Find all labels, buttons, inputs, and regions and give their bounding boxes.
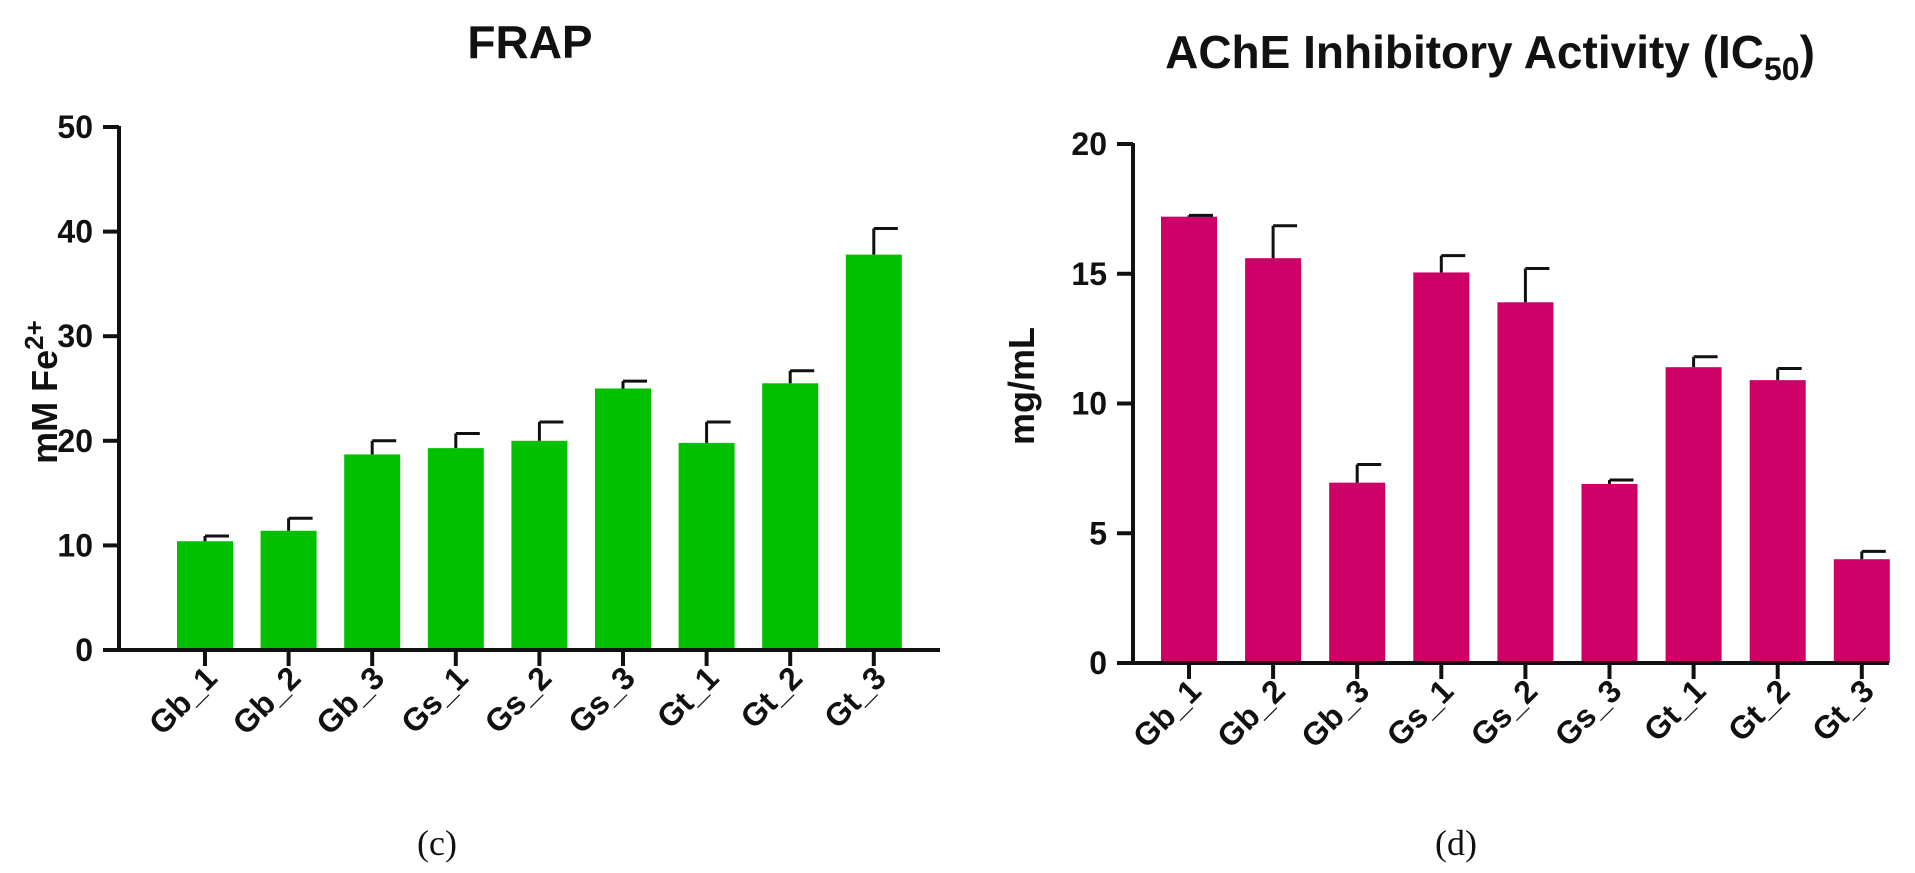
ache-bar-Gb_1 — [1161, 216, 1217, 663]
frap-y-axis-label-superscript: 2+ — [19, 320, 49, 350]
ache-y-tick-label-15: 15 — [1071, 256, 1107, 292]
frap-bar-Gb_3 — [344, 454, 401, 650]
ache-x-tick-label-Gb_3: Gb_3 — [1294, 672, 1376, 754]
ache-title: AChE Inhibitory Activity (IC50) — [1165, 26, 1815, 87]
frap-x-tick-label-Gb_2: Gb_2 — [226, 659, 308, 741]
ache-x-tick-label-Gs_3: Gs_3 — [1548, 672, 1629, 753]
frap-y-tick-label-10: 10 — [57, 527, 93, 563]
frap-y-tick-label-0: 0 — [75, 632, 93, 668]
ache-x-tick-label-Gs_2: Gs_2 — [1464, 672, 1545, 753]
ache-bar-Gt_3 — [1833, 559, 1890, 663]
ache-chart: AChE Inhibitory Activity (IC50) mg/mL 0 5… — [1001, 26, 1890, 863]
ache-y-axis-label: mg/mL — [1001, 327, 1042, 445]
ache-bars — [1161, 213, 1890, 663]
ache-title-tail: ) — [1800, 26, 1815, 78]
ache-x-tick-label-Gt_1: Gt_1 — [1637, 672, 1713, 748]
ache-panel-label: (d) — [1435, 823, 1477, 863]
ache-bar-Gb_3 — [1329, 482, 1386, 663]
frap-x-tick-label-Gb_3: Gb_3 — [309, 659, 391, 741]
ache-x-tick-label-Gb_2: Gb_2 — [1210, 672, 1292, 754]
ache-y-tick-label-10: 10 — [1071, 386, 1107, 422]
ache-bar-Gs_2 — [1497, 302, 1554, 663]
frap-y-tick-label-40: 40 — [57, 214, 93, 250]
frap-x-tick-label-Gt_3: Gt_3 — [817, 659, 893, 735]
ache-x-tick-label-Gb_1: Gb_1 — [1126, 672, 1208, 754]
frap-chart: FRAP mM Fe2+ 0 10 20 30 40 50 Gb_1 Gb_2 Gb_3 Gs_1… — [19, 16, 940, 863]
ache-y-tick-label-0: 0 — [1089, 645, 1107, 681]
frap-bar-Gt_3 — [845, 254, 902, 650]
frap-x-tick-label-Gt_2: Gt_2 — [733, 659, 809, 735]
ache-title-base: AChE Inhibitory Activity (IC — [1165, 26, 1764, 78]
frap-bars — [177, 226, 902, 650]
frap-x-tick-label-Gb_1: Gb_1 — [142, 659, 224, 741]
frap-y-axis-label-base: mM Fe — [24, 350, 65, 464]
frap-bar-Gt_2 — [762, 383, 819, 650]
ache-bar-Gt_1 — [1665, 367, 1722, 663]
ache-bar-Gt_2 — [1749, 380, 1806, 663]
frap-y-tick-label-30: 30 — [57, 318, 93, 354]
frap-x-tick-label-Gs_2: Gs_2 — [478, 659, 559, 740]
frap-title: FRAP — [467, 16, 592, 68]
ache-x-tick-label-Gs_1: Gs_1 — [1379, 672, 1460, 753]
ache-y-tick-label-5: 5 — [1089, 515, 1107, 551]
frap-bar-Gb_2 — [260, 530, 317, 650]
frap-bar-Gs_3 — [595, 388, 651, 650]
frap-x-tick-label-Gs_3: Gs_3 — [561, 659, 642, 740]
frap-x-tick-label-Gt_1: Gt_1 — [650, 659, 726, 735]
frap-bar-Gs_2 — [511, 440, 568, 650]
ache-bar-Gs_3 — [1581, 483, 1638, 663]
ache-x-tick-label-Gt_2: Gt_2 — [1721, 672, 1797, 748]
frap-panel-label: (c) — [417, 823, 457, 863]
frap-bar-Gb_1 — [177, 541, 233, 650]
frap-y-tick-label-20: 20 — [57, 423, 93, 459]
ache-y-tick-label-20: 20 — [1071, 126, 1107, 162]
ache-bar-Gb_2 — [1245, 258, 1302, 663]
frap-bar-Gt_1 — [678, 442, 735, 650]
ache-title-subscript: 50 — [1764, 51, 1800, 87]
ache-bar-Gs_1 — [1413, 272, 1470, 663]
ache-x-tick-label-Gt_3: Gt_3 — [1805, 672, 1881, 748]
frap-y-axis-label: mM Fe2+ — [19, 320, 65, 464]
frap-bar-Gs_1 — [427, 448, 484, 650]
frap-y-tick-label-50: 50 — [57, 109, 93, 145]
frap-x-tick-label-Gs_1: Gs_1 — [394, 659, 475, 740]
